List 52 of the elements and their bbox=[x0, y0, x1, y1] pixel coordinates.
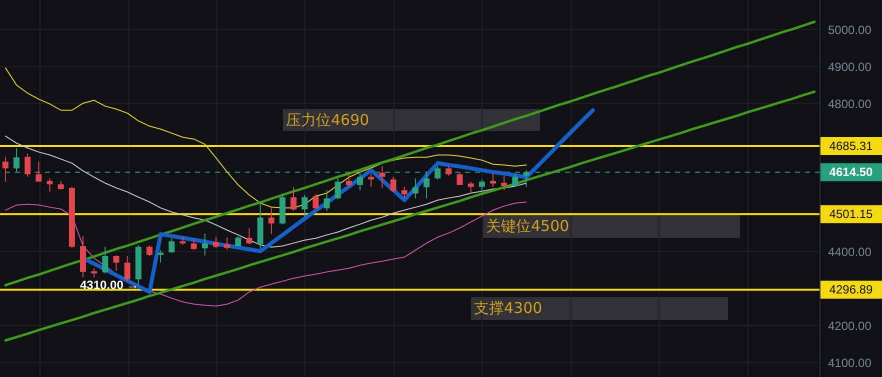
candlestick bbox=[412, 178, 418, 199]
candlestick bbox=[91, 268, 98, 278]
candlestick bbox=[379, 166, 386, 189]
y-tick-label: 5000.00 bbox=[828, 22, 872, 37]
candlestick bbox=[312, 194, 319, 210]
line-series bbox=[4, 90, 816, 342]
candlestick bbox=[490, 173, 496, 188]
candlestick bbox=[24, 153, 31, 178]
candlestick bbox=[46, 178, 53, 192]
candlestick bbox=[446, 166, 452, 176]
candlestick bbox=[113, 254, 120, 272]
candlestick bbox=[235, 236, 242, 248]
candlestick bbox=[346, 173, 352, 188]
candlestick bbox=[202, 232, 208, 256]
ref-line-label: 4296.89 bbox=[829, 282, 874, 297]
candlestick bbox=[2, 156, 8, 182]
candlestick bbox=[390, 176, 396, 193]
candlestick bbox=[224, 237, 230, 250]
candlestick bbox=[368, 173, 374, 188]
line-series bbox=[5, 68, 527, 208]
y-tick-label: 4200.00 bbox=[828, 318, 872, 333]
candlestick bbox=[401, 186, 408, 199]
ref-line-label: 4614.50 bbox=[829, 165, 874, 180]
candlestick bbox=[190, 238, 197, 251]
candlestick bbox=[102, 246, 108, 274]
candlestick bbox=[290, 186, 297, 212]
candlestick bbox=[36, 161, 42, 182]
candlestick bbox=[434, 166, 441, 180]
annotation: 压力位4690 bbox=[286, 110, 370, 131]
candlestick bbox=[456, 172, 463, 186]
y-tick-label: 4800.00 bbox=[828, 96, 872, 111]
annotation: 支撑4300 bbox=[474, 298, 542, 319]
candlestick bbox=[124, 256, 130, 282]
ref-line-label: 4501.15 bbox=[829, 207, 874, 222]
candlestick bbox=[158, 250, 164, 264]
candlestick bbox=[268, 208, 274, 235]
candlestick bbox=[468, 181, 474, 194]
candlestick bbox=[212, 236, 219, 248]
candlestick bbox=[478, 178, 485, 196]
y-tick-label: 4400.00 bbox=[828, 244, 872, 259]
candlestick bbox=[302, 194, 308, 218]
candlestick bbox=[324, 190, 330, 212]
y-tick-label: 4100.00 bbox=[828, 356, 872, 370]
ref-line-label: 4685.31 bbox=[829, 139, 874, 154]
y-tick-label: 4900.00 bbox=[828, 60, 872, 74]
candlestick bbox=[146, 245, 152, 257]
annotation: 关键位4500 bbox=[486, 216, 570, 237]
annotation: 4310.00 → bbox=[80, 276, 139, 293]
candlestick bbox=[246, 227, 252, 245]
candlestick bbox=[334, 178, 341, 200]
candlestick bbox=[501, 175, 508, 191]
candlestick bbox=[168, 238, 175, 254]
